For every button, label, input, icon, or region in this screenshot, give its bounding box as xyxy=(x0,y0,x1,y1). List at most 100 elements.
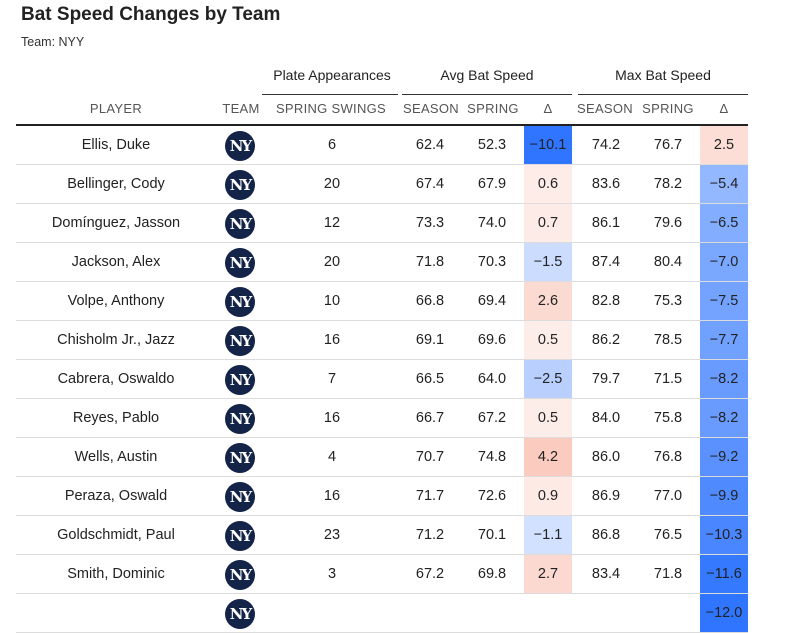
group-header-avg-bat-speed: Avg Bat Speed xyxy=(440,67,534,83)
group-underline-plate xyxy=(262,94,398,95)
avg-delta-cell: −1.1 xyxy=(524,516,572,554)
table-row[interactable]: Cabrera, Oswaldo 7 66.5 64.0 −2.5 79.7 71.5 −8.… xyxy=(16,360,748,399)
spring-swings-cell: 4 xyxy=(327,449,337,465)
avg-spring-cell: 72.6 xyxy=(477,488,507,504)
spring-swings-cell: 16 xyxy=(323,410,341,426)
team-logo-icon: NY xyxy=(225,209,255,239)
team-logo-icon: NY xyxy=(225,170,255,200)
max-spring-cell: 78.2 xyxy=(653,176,683,192)
avg-season-cell: 66.5 xyxy=(415,371,445,387)
max-delta-cell: −5.4 xyxy=(700,165,748,203)
column-header-max-spring[interactable]: SPRING xyxy=(642,101,694,116)
player-name-cell: Bellinger, Cody xyxy=(67,176,165,192)
team-logo-icon: NY xyxy=(225,248,255,278)
avg-delta-cell: 2.7 xyxy=(524,555,572,593)
table-row[interactable]: Smith, Dominic 3 67.2 69.8 2.7 83.4 71.8 −11.6 N… xyxy=(16,555,748,594)
avg-delta-cell: 4.2 xyxy=(524,438,572,476)
column-header-avg-delta[interactable]: Δ xyxy=(543,101,553,116)
column-header-max-delta[interactable]: Δ xyxy=(719,101,729,116)
avg-spring-cell: 69.6 xyxy=(477,332,507,348)
avg-delta-cell: 0.7 xyxy=(524,204,572,242)
max-delta-cell: −8.2 xyxy=(700,360,748,398)
max-delta-cell: −10.3 xyxy=(700,516,748,554)
column-header-max-season[interactable]: SEASON xyxy=(577,101,633,116)
team-logo-icon: NY xyxy=(225,482,255,512)
avg-delta-cell: 0.6 xyxy=(524,165,572,203)
team-logo-icon: NY xyxy=(225,560,255,590)
player-name-cell: Jackson, Alex xyxy=(71,254,161,270)
max-season-cell: 74.2 xyxy=(591,137,621,153)
max-spring-cell: 75.8 xyxy=(653,410,683,426)
max-season-cell: 83.4 xyxy=(591,566,621,582)
avg-spring-cell: 74.0 xyxy=(477,215,507,231)
max-spring-cell: 71.5 xyxy=(653,371,683,387)
spring-swings-cell: 6 xyxy=(327,137,337,153)
max-season-cell: 84.0 xyxy=(591,410,621,426)
page-title: Bat Speed Changes by Team xyxy=(21,4,281,25)
table-row[interactable]: Chisholm Jr., Jazz 16 69.1 69.6 0.5 86.2 78.5 −… xyxy=(16,321,748,360)
column-header-player[interactable]: PLAYER xyxy=(89,101,143,116)
avg-season-cell: 71.7 xyxy=(415,488,445,504)
max-delta-cell: −11.6 xyxy=(700,555,748,593)
avg-spring-cell: 69.8 xyxy=(477,566,507,582)
spring-swings-cell: 12 xyxy=(323,215,341,231)
max-season-cell: 87.4 xyxy=(591,254,621,270)
avg-delta-cell: 0.5 xyxy=(524,399,572,437)
table-row[interactable]: Jackson, Alex 20 71.8 70.3 −1.5 87.4 80.4 −7.0 N… xyxy=(16,243,748,282)
avg-delta-cell: −2.5 xyxy=(524,360,572,398)
player-name-cell: Volpe, Anthony xyxy=(67,293,165,309)
max-spring-cell: 79.6 xyxy=(653,215,683,231)
table-row[interactable]: Goldschmidt, Paul 23 71.2 70.1 −1.1 86.8 76.5 −… xyxy=(16,516,748,555)
column-header-avg-season[interactable]: SEASON xyxy=(403,101,459,116)
team-logo-icon: NY xyxy=(225,287,255,317)
player-name-cell: Wells, Austin xyxy=(74,449,158,465)
avg-spring-cell: 67.2 xyxy=(477,410,507,426)
team-logo-icon: NY xyxy=(225,365,255,395)
team-logo-icon: NY xyxy=(225,599,255,629)
max-spring-cell: 80.4 xyxy=(653,254,683,270)
table-row[interactable]: Reyes, Pablo 16 66.7 67.2 0.5 84.0 75.8 −8.2 NY xyxy=(16,399,748,438)
max-season-cell: 86.0 xyxy=(591,449,621,465)
spring-swings-cell: 10 xyxy=(323,293,341,309)
max-spring-cell: 71.8 xyxy=(653,566,683,582)
group-underline-avg xyxy=(402,94,572,95)
max-delta-cell: −7.5 xyxy=(700,282,748,320)
avg-spring-cell: 70.1 xyxy=(477,527,507,543)
column-header-spring-swings[interactable]: SPRING SWINGS xyxy=(275,101,387,116)
max-delta-cell: −7.0 xyxy=(700,243,748,281)
team-logo-icon: NY xyxy=(225,521,255,551)
avg-season-cell: 73.3 xyxy=(415,215,445,231)
avg-season-cell: 70.7 xyxy=(415,449,445,465)
max-delta-cell: −9.2 xyxy=(700,438,748,476)
table-row[interactable]: Peraza, Oswald 16 71.7 72.6 0.9 86.9 77.0 −9.9 N… xyxy=(16,477,748,516)
table-row[interactable]: Bellinger, Cody 20 67.4 67.9 0.6 83.6 78.2 −5.4… xyxy=(16,165,748,204)
spring-swings-cell: 3 xyxy=(327,566,337,582)
table-row[interactable]: Ellis, Duke 6 62.4 52.3 −10.1 74.2 76.7 2.5 NY xyxy=(16,126,748,165)
spring-swings-cell: 20 xyxy=(323,176,341,192)
table-row[interactable]: Domínguez, Jasson 12 73.3 74.0 0.7 86.1 79.6 −6… xyxy=(16,204,748,243)
max-spring-cell: 76.8 xyxy=(653,449,683,465)
column-header-avg-spring[interactable]: SPRING xyxy=(467,101,519,116)
max-delta-cell: −6.5 xyxy=(700,204,748,242)
spring-swings-cell: 23 xyxy=(323,527,341,543)
player-name-cell: Goldschmidt, Paul xyxy=(57,527,175,543)
avg-delta-cell: 0.5 xyxy=(524,321,572,359)
player-name-cell: Chisholm Jr., Jazz xyxy=(57,332,175,348)
data-table-body: Ellis, Duke 6 62.4 52.3 −10.1 74.2 76.7 2.5 NY Be… xyxy=(16,126,748,633)
max-season-cell: 86.9 xyxy=(591,488,621,504)
max-spring-cell: 77.0 xyxy=(653,488,683,504)
avg-spring-cell: 67.9 xyxy=(477,176,507,192)
player-name-cell: Domínguez, Jasson xyxy=(51,215,181,231)
avg-season-cell: 71.8 xyxy=(415,254,445,270)
table-row[interactable]: Volpe, Anthony 10 66.8 69.4 2.6 82.8 75.3 −7.5 N… xyxy=(16,282,748,321)
header-rule xyxy=(16,124,748,126)
column-header-team[interactable]: TEAM xyxy=(222,101,260,116)
table-row[interactable]: Wells, Austin 4 70.7 74.8 4.2 86.0 76.8 −9.2 NY xyxy=(16,438,748,477)
team-logo-icon: NY xyxy=(225,404,255,434)
player-name-cell: Peraza, Oswald xyxy=(64,488,168,504)
group-header-max-bat-speed: Max Bat Speed xyxy=(615,67,711,83)
avg-spring-cell: 70.3 xyxy=(477,254,507,270)
avg-season-cell: 66.8 xyxy=(415,293,445,309)
avg-season-cell: 69.1 xyxy=(415,332,445,348)
avg-season-cell: 62.4 xyxy=(415,137,445,153)
